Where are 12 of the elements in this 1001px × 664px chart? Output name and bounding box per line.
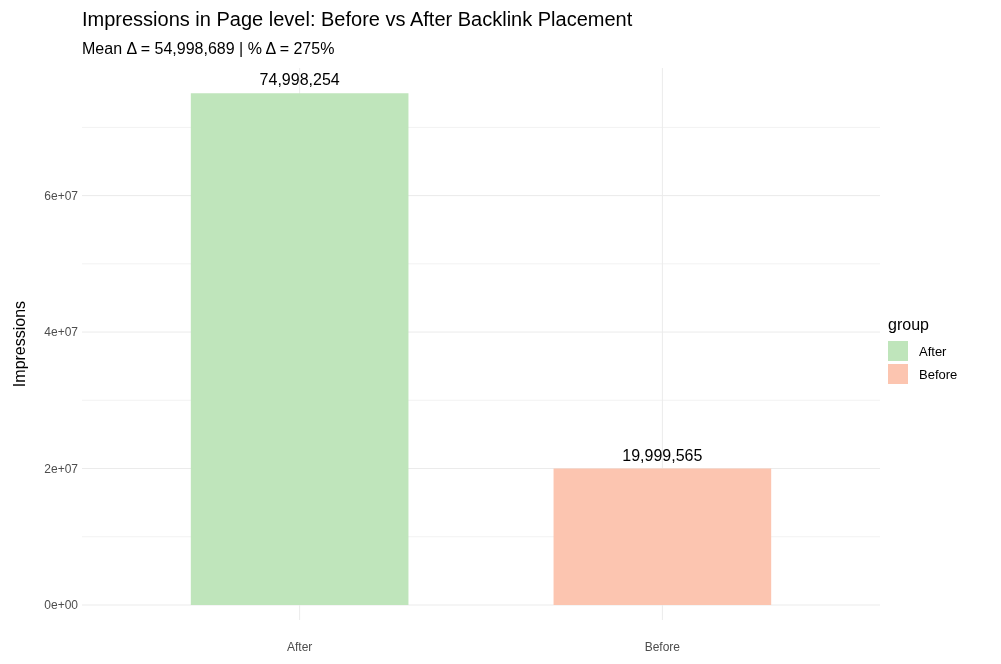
legend-title: group xyxy=(888,316,930,333)
y-tick-label: 2e+07 xyxy=(44,461,79,476)
y-axis-title: Impressions xyxy=(11,300,28,388)
data-label: 74,998,254 xyxy=(259,71,340,89)
y-tick-label: 6e+07 xyxy=(44,188,79,203)
legend-label: After xyxy=(919,343,948,359)
chart-subtitle: Mean Δ = 54,998,689 | % Δ = 275% xyxy=(82,40,335,57)
legend-label: Before xyxy=(919,366,958,382)
data-label: 19,999,565 xyxy=(622,446,703,464)
chart-title: Impressions in Page level: Before vs After Backlink Placement xyxy=(82,8,633,30)
y-tick-label: 4e+07 xyxy=(44,325,79,340)
y-tick-label: 0e+00 xyxy=(44,598,79,613)
